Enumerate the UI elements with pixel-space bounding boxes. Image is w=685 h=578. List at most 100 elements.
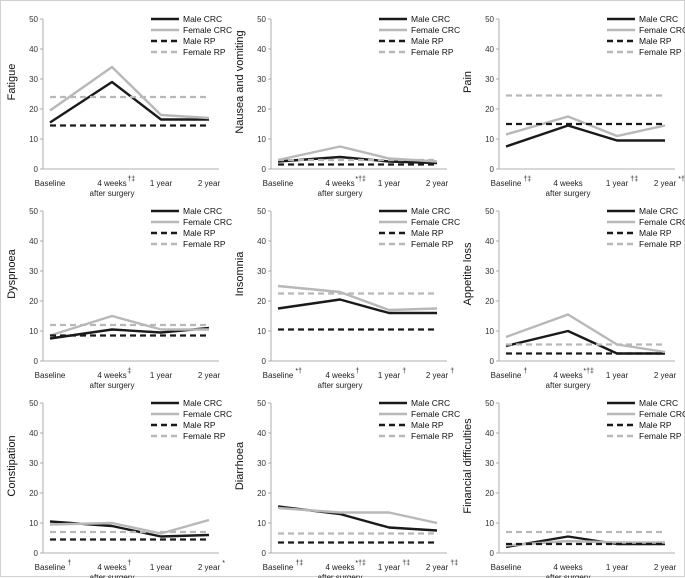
y-tick-label: 10 bbox=[257, 327, 266, 336]
y-tick-label: 10 bbox=[485, 327, 494, 336]
x-sublabel: after surgery bbox=[90, 189, 135, 198]
series-line-male-crc bbox=[505, 329, 665, 355]
legend-label: Female CRC bbox=[639, 25, 685, 35]
x-tick-label: Baseline bbox=[35, 563, 66, 572]
y-tick-label: 20 bbox=[485, 489, 494, 498]
x-sublabel: after surgery bbox=[90, 573, 135, 578]
legend-label: Male RP bbox=[411, 36, 444, 46]
x-sublabel: after surgery bbox=[318, 189, 363, 198]
y-tick-label: 40 bbox=[29, 237, 38, 246]
y-tick-label: 0 bbox=[34, 549, 39, 558]
legend-label: Female RP bbox=[639, 431, 682, 441]
y-tick-label: 10 bbox=[29, 327, 38, 336]
x-tick-significance-mark: † bbox=[402, 368, 406, 375]
y-tick-label: 20 bbox=[257, 489, 266, 498]
y-tick-label: 40 bbox=[485, 45, 494, 54]
y-tick-label: 0 bbox=[262, 549, 267, 558]
y-tick-label: 20 bbox=[485, 297, 494, 306]
x-tick-label: 4 weeks bbox=[325, 563, 354, 572]
legend-label: Male RP bbox=[411, 420, 444, 430]
x-tick-significance-mark: ‡ bbox=[127, 368, 131, 375]
y-tick-label: 50 bbox=[485, 207, 494, 216]
x-tick-label: Baseline bbox=[35, 179, 66, 188]
y-tick-label: 20 bbox=[257, 105, 266, 114]
x-tick-significance-mark: *†‡ bbox=[355, 560, 366, 567]
x-tick-label: 2 year bbox=[654, 371, 677, 380]
y-axis-title: Insomnia bbox=[234, 251, 246, 297]
legend-label: Male RP bbox=[411, 228, 444, 238]
series-line-female-crc bbox=[277, 284, 438, 312]
x-tick-label: 4 weeks bbox=[553, 179, 582, 188]
y-tick-label: 50 bbox=[29, 15, 38, 24]
chart-panel-9: 0 10 20 30 40 50 Financial difficulties Baselin… bbox=[462, 398, 685, 578]
legend-label: Female RP bbox=[411, 431, 454, 441]
y-tick-label: 10 bbox=[485, 135, 494, 144]
x-tick-label: 4 weeks bbox=[553, 371, 582, 380]
legend-label: Female RP bbox=[183, 239, 226, 249]
y-tick-label: 30 bbox=[485, 75, 494, 84]
x-tick-significance-mark: †‡ bbox=[450, 560, 458, 567]
y-tick-label: 10 bbox=[257, 135, 266, 144]
y-tick-label: 20 bbox=[29, 489, 38, 498]
y-tick-label: 50 bbox=[29, 207, 38, 216]
legend-label: Male CRC bbox=[411, 14, 450, 24]
y-axis-title: Dyspnoea bbox=[6, 248, 18, 298]
y-tick-label: 50 bbox=[485, 15, 494, 24]
y-tick-label: 10 bbox=[485, 519, 494, 528]
y-tick-label: 40 bbox=[485, 429, 494, 438]
y-tick-label: 0 bbox=[34, 165, 39, 174]
x-tick-label: Baseline bbox=[491, 563, 522, 572]
x-sublabel: after surgery bbox=[90, 381, 135, 390]
y-axis-title: Fatigue bbox=[6, 64, 18, 101]
x-sublabel: after surgery bbox=[318, 381, 363, 390]
legend-label: Male CRC bbox=[639, 14, 678, 24]
x-tick-significance-mark: †‡ bbox=[402, 560, 410, 567]
x-tick-significance-mark: † bbox=[355, 368, 359, 375]
legend-label: Female CRC bbox=[639, 217, 685, 227]
x-tick-label: 1 year bbox=[378, 563, 401, 572]
y-tick-label: 20 bbox=[485, 105, 494, 114]
y-tick-label: 30 bbox=[485, 459, 494, 468]
legend-label: Male CRC bbox=[411, 206, 450, 216]
y-tick-label: 20 bbox=[29, 297, 38, 306]
y-tick-label: 30 bbox=[29, 459, 38, 468]
series-line-male-crc bbox=[505, 124, 665, 148]
legend-label: Male RP bbox=[639, 228, 672, 238]
legend-label: Female CRC bbox=[183, 409, 232, 419]
legend-label: Female RP bbox=[183, 47, 226, 57]
x-tick-significance-mark: * bbox=[222, 560, 225, 567]
legend-label: Male CRC bbox=[639, 398, 678, 408]
y-tick-label: 40 bbox=[485, 237, 494, 246]
x-tick-label: 4 weeks bbox=[97, 179, 126, 188]
y-axis-title: Pain bbox=[462, 71, 474, 93]
y-tick-label: 20 bbox=[257, 297, 266, 306]
y-tick-label: 0 bbox=[490, 357, 495, 366]
x-tick-significance-mark: † bbox=[127, 560, 131, 567]
x-tick-significance-mark: *† bbox=[295, 368, 302, 375]
x-tick-label: 1 year bbox=[378, 371, 401, 380]
legend-label: Male RP bbox=[183, 36, 216, 46]
legend-label: Female CRC bbox=[639, 409, 685, 419]
x-tick-label: 1 year bbox=[606, 179, 629, 188]
series-line-female-crc bbox=[49, 65, 210, 120]
x-tick-significance-mark: †‡ bbox=[630, 176, 638, 183]
x-tick-label: 4 weeks bbox=[97, 563, 126, 572]
x-tick-label: 2 year bbox=[198, 563, 221, 572]
y-tick-label: 40 bbox=[257, 429, 266, 438]
legend-label: Female RP bbox=[411, 47, 454, 57]
y-tick-label: 40 bbox=[29, 429, 38, 438]
x-tick-label: Baseline bbox=[35, 371, 66, 380]
x-sublabel: after surgery bbox=[546, 573, 591, 578]
x-sublabel: after surgery bbox=[546, 189, 591, 198]
y-tick-label: 50 bbox=[257, 399, 266, 408]
legend-label: Male RP bbox=[183, 228, 216, 238]
y-tick-label: 30 bbox=[485, 267, 494, 276]
x-tick-label: 2 year bbox=[426, 179, 449, 188]
y-tick-label: 30 bbox=[257, 459, 266, 468]
y-tick-label: 50 bbox=[257, 207, 266, 216]
legend-label: Male CRC bbox=[183, 398, 222, 408]
y-tick-label: 50 bbox=[485, 399, 494, 408]
